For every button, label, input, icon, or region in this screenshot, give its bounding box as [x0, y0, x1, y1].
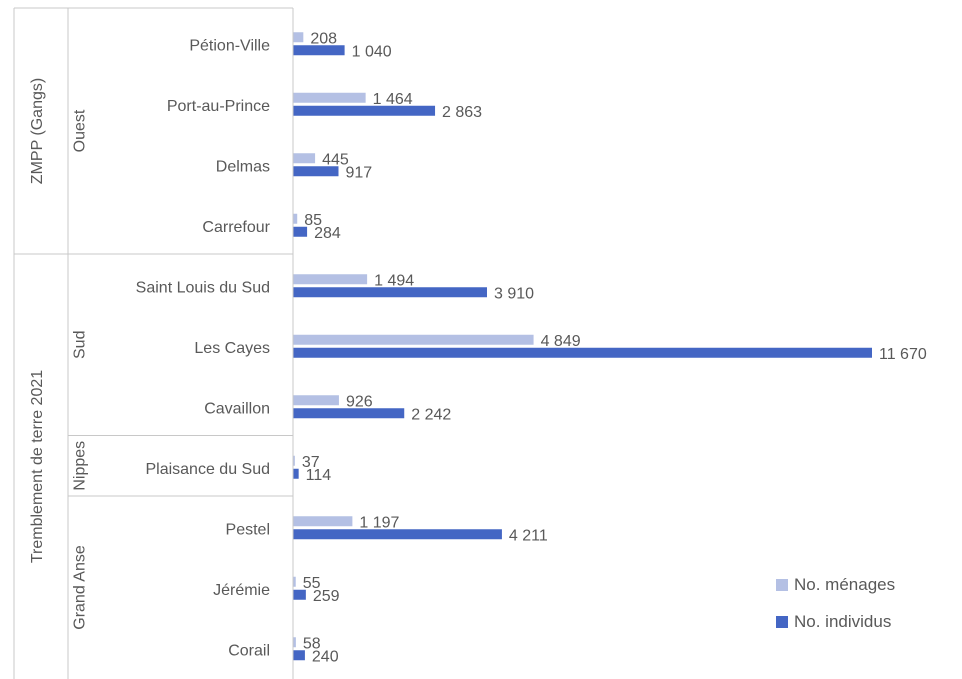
group-label-zmpp-gangs: ZMPP (Gangs)	[29, 78, 46, 184]
bar-menages-delmas	[293, 153, 316, 164]
category-label-petion-ville: Pétion-Ville	[189, 37, 270, 54]
value-label-menages-jeremie: 55	[303, 575, 321, 592]
category-label-corail: Corail	[228, 642, 270, 659]
category-label-saint-louis-du-sud: Saint Louis du Sud	[136, 279, 270, 296]
bar-individus-delmas	[293, 166, 339, 177]
value-label-individus-petion-ville: 1 040	[352, 43, 392, 60]
bar-individus-saint-louis-du-sud	[293, 287, 487, 298]
bar-menages-les-cayes	[293, 334, 534, 345]
bar-individus-port-au-prince	[293, 105, 436, 116]
bar-menages-saint-louis-du-sud	[293, 274, 368, 285]
value-label-menages-pestel: 1 197	[359, 514, 399, 531]
category-label-delmas: Delmas	[216, 158, 270, 175]
legend: No. ménages No. individus	[776, 574, 895, 648]
category-label-jeremie: Jérémie	[213, 582, 270, 599]
bar-individus-corail	[293, 650, 305, 661]
legend-item-individus: No. individus	[776, 611, 895, 633]
bars	[293, 32, 872, 661]
value-label-menages-port-au-prince: 1 464	[373, 91, 413, 108]
category-label-cavaillon: Cavaillon	[204, 400, 270, 417]
group-label-tremblement-de-terre-2021: Tremblement de terre 2021	[29, 370, 46, 563]
value-label-menages-saint-louis-du-sud: 1 494	[374, 272, 414, 289]
bar-individus-les-cayes	[293, 347, 872, 358]
value-label-individus-cavaillon: 2 242	[411, 406, 451, 423]
value-label-menages-corail: 58	[303, 635, 321, 652]
bar-individus-plaisance-du-sud	[293, 468, 299, 479]
value-label-menages-cavaillon: 926	[346, 393, 373, 410]
legend-swatch-menages	[776, 579, 788, 591]
subgroup-label-nippes: Nippes	[72, 441, 89, 491]
value-label-individus-les-cayes: 11 670	[879, 346, 927, 363]
group-divider-lines	[13, 7, 293, 679]
value-label-individus-carrefour: 284	[314, 225, 341, 242]
subgroup-label-sud: Sud	[72, 331, 89, 359]
bar-menages-plaisance-du-sud	[293, 455, 295, 466]
subgroup-label-grand-anse: Grand Anse	[72, 545, 89, 630]
legend-swatch-individus	[776, 616, 788, 628]
value-label-individus-corail: 240	[312, 648, 339, 665]
value-label-menages-petion-ville: 208	[310, 30, 337, 47]
bar-individus-pestel	[293, 529, 502, 540]
bar-menages-jeremie	[293, 576, 296, 587]
bar-menages-port-au-prince	[293, 92, 366, 103]
bar-menages-pestel	[293, 516, 353, 527]
category-label-les-cayes: Les Cayes	[194, 340, 270, 357]
value-label-menages-carrefour: 85	[304, 212, 322, 229]
bar-menages-carrefour	[293, 213, 298, 224]
category-labels: Pétion-Ville Port-au-Prince Delmas Carrefou…	[136, 37, 271, 659]
value-label-individus-port-au-prince: 2 863	[442, 104, 482, 121]
value-label-individus-jeremie: 259	[313, 588, 340, 605]
value-label-menages-plaisance-du-sud: 37	[302, 454, 320, 471]
value-label-individus-pestel: 4 211	[509, 527, 548, 544]
value-label-menages-delmas: 445	[322, 151, 349, 168]
legend-label-individus: No. individus	[794, 612, 892, 631]
group-labels: Ouest ZMPP (Gangs) Sud Nippes Grand Anse Trem…	[29, 78, 89, 630]
subgroup-label-ouest: Ouest	[72, 109, 89, 152]
bar-menages-cavaillon	[293, 395, 339, 406]
value-label-menages-les-cayes: 4 849	[541, 333, 581, 350]
bar-menages-petion-ville	[293, 32, 304, 43]
category-label-plaisance-du-sud: Plaisance du Sud	[145, 461, 270, 478]
bar-individus-cavaillon	[293, 408, 405, 419]
category-label-carrefour: Carrefour	[202, 219, 270, 236]
bar-individus-jeremie	[293, 589, 306, 600]
category-label-pestel: Pestel	[226, 521, 270, 538]
legend-label-menages: No. ménages	[794, 575, 896, 594]
value-label-individus-delmas: 917	[345, 164, 372, 181]
category-label-port-au-prince: Port-au-Prince	[167, 98, 270, 115]
value-label-individus-plaisance-du-sud: 114	[306, 467, 332, 484]
value-label-individus-saint-louis-du-sud: 3 910	[494, 285, 534, 302]
legend-item-menages: No. ménages	[776, 574, 895, 596]
bar-menages-corail	[293, 637, 296, 648]
bar-individus-carrefour	[293, 226, 308, 237]
bar-individus-petion-ville	[293, 45, 345, 56]
